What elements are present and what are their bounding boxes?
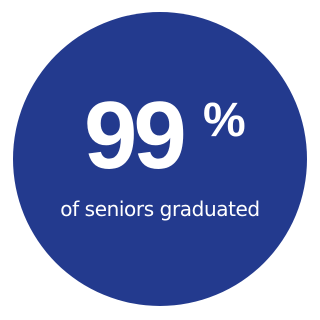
stat-caption: of seniors graduated <box>60 197 260 221</box>
percent-symbol: % <box>203 94 246 147</box>
stat-circle <box>13 12 307 306</box>
stat-number: 99 <box>84 82 187 189</box>
